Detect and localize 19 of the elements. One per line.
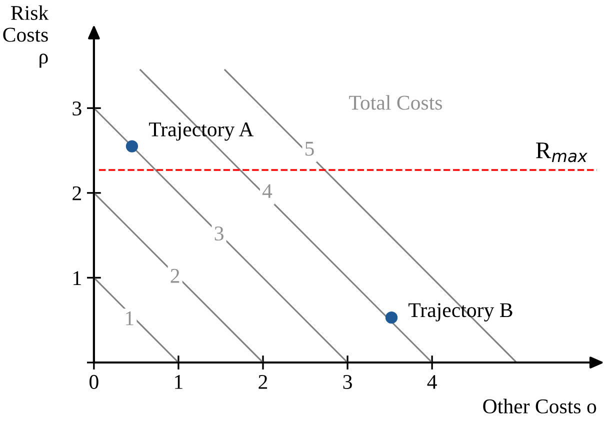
x-tick-label: 1	[175, 375, 182, 389]
annotation: Total Costs	[349, 95, 442, 110]
x-tick-label: 3	[343, 374, 352, 389]
x-tick-label: 2	[258, 374, 268, 389]
x-tick-label: 4	[427, 375, 437, 389]
y-tick-label: 1	[74, 271, 81, 285]
series-label: Trajectory B	[408, 303, 512, 322]
x-axis-title: Other Costs o	[483, 398, 596, 414]
series-label: Trajectory A	[149, 122, 254, 141]
y-axis-title: Risk Costs ρ	[3, 5, 49, 68]
annotation: 4	[262, 184, 272, 198]
annotation: 3	[214, 226, 224, 241]
y-tick-label: 2	[72, 186, 81, 200]
ref-line-label: R$_{max}$	[536, 142, 588, 162]
x-tick-label: 0	[90, 374, 98, 389]
annotation: 2	[170, 268, 180, 283]
y-tick-label: 3	[72, 102, 82, 116]
annotation: 1	[126, 311, 134, 326]
annotation: 5	[305, 142, 314, 156]
